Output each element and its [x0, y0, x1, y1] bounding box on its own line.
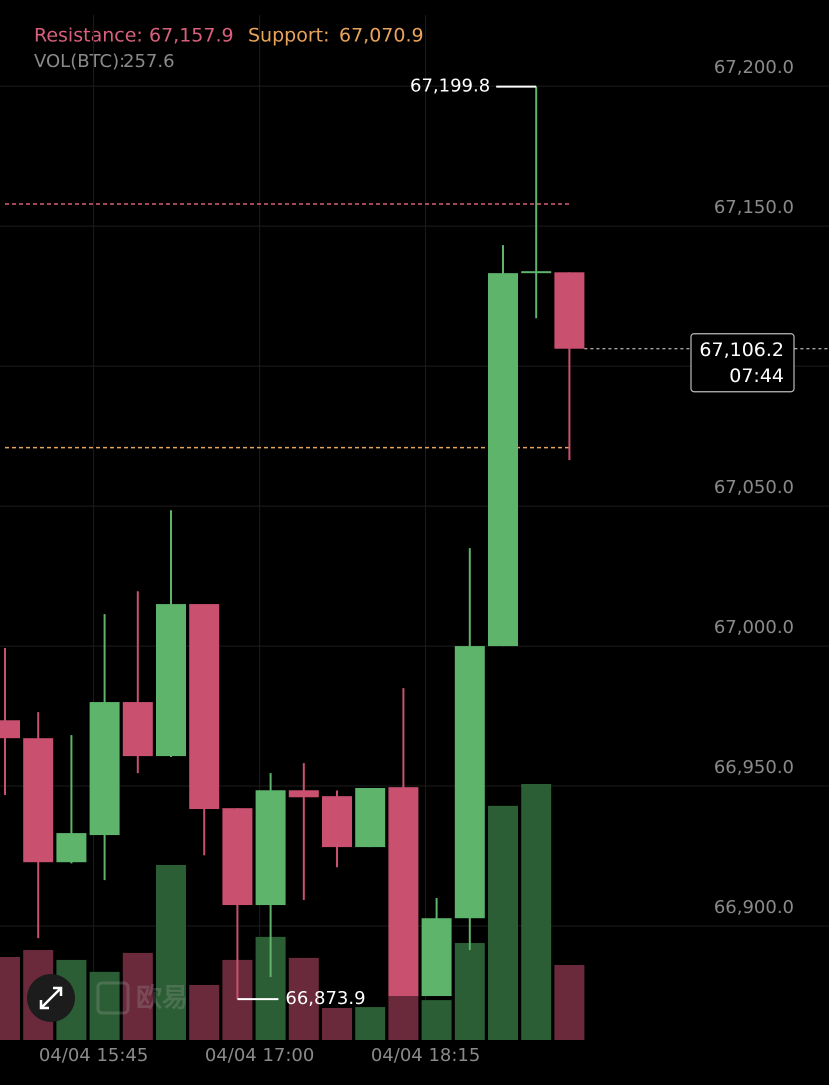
resistance-name: Resistance: — [34, 25, 143, 47]
candle-body — [122, 702, 153, 757]
candle-body — [89, 702, 120, 836]
candle-body — [56, 833, 87, 863]
candle-body — [355, 788, 386, 848]
watermark-logo — [96, 981, 130, 1015]
x-tick-label: 04/04 18:15 — [371, 1045, 480, 1066]
volume-bar — [521, 784, 552, 1040]
support-name: Support: — [248, 25, 330, 47]
volume-bar — [156, 864, 186, 1040]
candle-body — [521, 271, 552, 274]
candle-body — [454, 646, 485, 919]
y-tick-label: 67,200.0 — [714, 57, 794, 78]
candle-body — [156, 604, 186, 757]
watermark: 欧易 — [96, 981, 188, 1015]
volume-bar — [454, 943, 485, 1040]
y-tick-label: 66,950.0 — [714, 757, 794, 778]
volume-name: VOL(BTC): — [34, 51, 125, 72]
candle-body — [189, 604, 220, 810]
volume-bar — [488, 805, 518, 1040]
volume-bar — [554, 964, 585, 1040]
last-price-box — [690, 333, 795, 393]
candle-body — [388, 787, 419, 997]
x-tick-label: 04/04 15:45 — [39, 1045, 148, 1066]
candle-body — [23, 738, 54, 863]
countdown: 07:44 — [729, 365, 784, 387]
y-tick-label: 66,900.0 — [714, 897, 794, 918]
volume-value: 257.6 — [123, 51, 175, 72]
volume-bar — [89, 971, 120, 1040]
expand-icon[interactable] — [39, 986, 63, 1010]
watermark-text: 欧易 — [136, 983, 188, 1014]
high-label: 67,199.8 — [410, 76, 490, 97]
candle-body — [255, 790, 286, 906]
support-value: 67,070.9 — [339, 25, 424, 47]
volume-bar — [189, 984, 220, 1040]
volume-bar — [355, 1007, 386, 1040]
last-price-label: 67,106.2 — [699, 339, 784, 361]
y-tick-label: 67,000.0 — [714, 617, 794, 638]
x-tick-label: 04/04 17:00 — [205, 1045, 314, 1066]
volume-bar — [0, 956, 20, 1040]
expand-button[interactable] — [27, 974, 75, 1022]
candle-body — [0, 720, 20, 739]
low-label: 66,873.9 — [285, 988, 365, 1009]
candle-body — [222, 808, 253, 906]
volume-bar — [322, 1007, 352, 1040]
candle-body — [288, 790, 319, 798]
y-tick-label: 67,050.0 — [714, 477, 794, 498]
candle-body — [488, 273, 518, 647]
y-tick-label: 67,150.0 — [714, 197, 794, 218]
volume-bar — [288, 957, 319, 1040]
resistance-value: 67,157.9 — [149, 25, 234, 47]
candle-body — [322, 796, 352, 848]
candle-body — [421, 918, 452, 997]
candle-body — [554, 272, 585, 349]
volume-bar — [122, 952, 153, 1040]
volume-bar — [421, 1000, 452, 1040]
volume-bar — [388, 996, 419, 1040]
